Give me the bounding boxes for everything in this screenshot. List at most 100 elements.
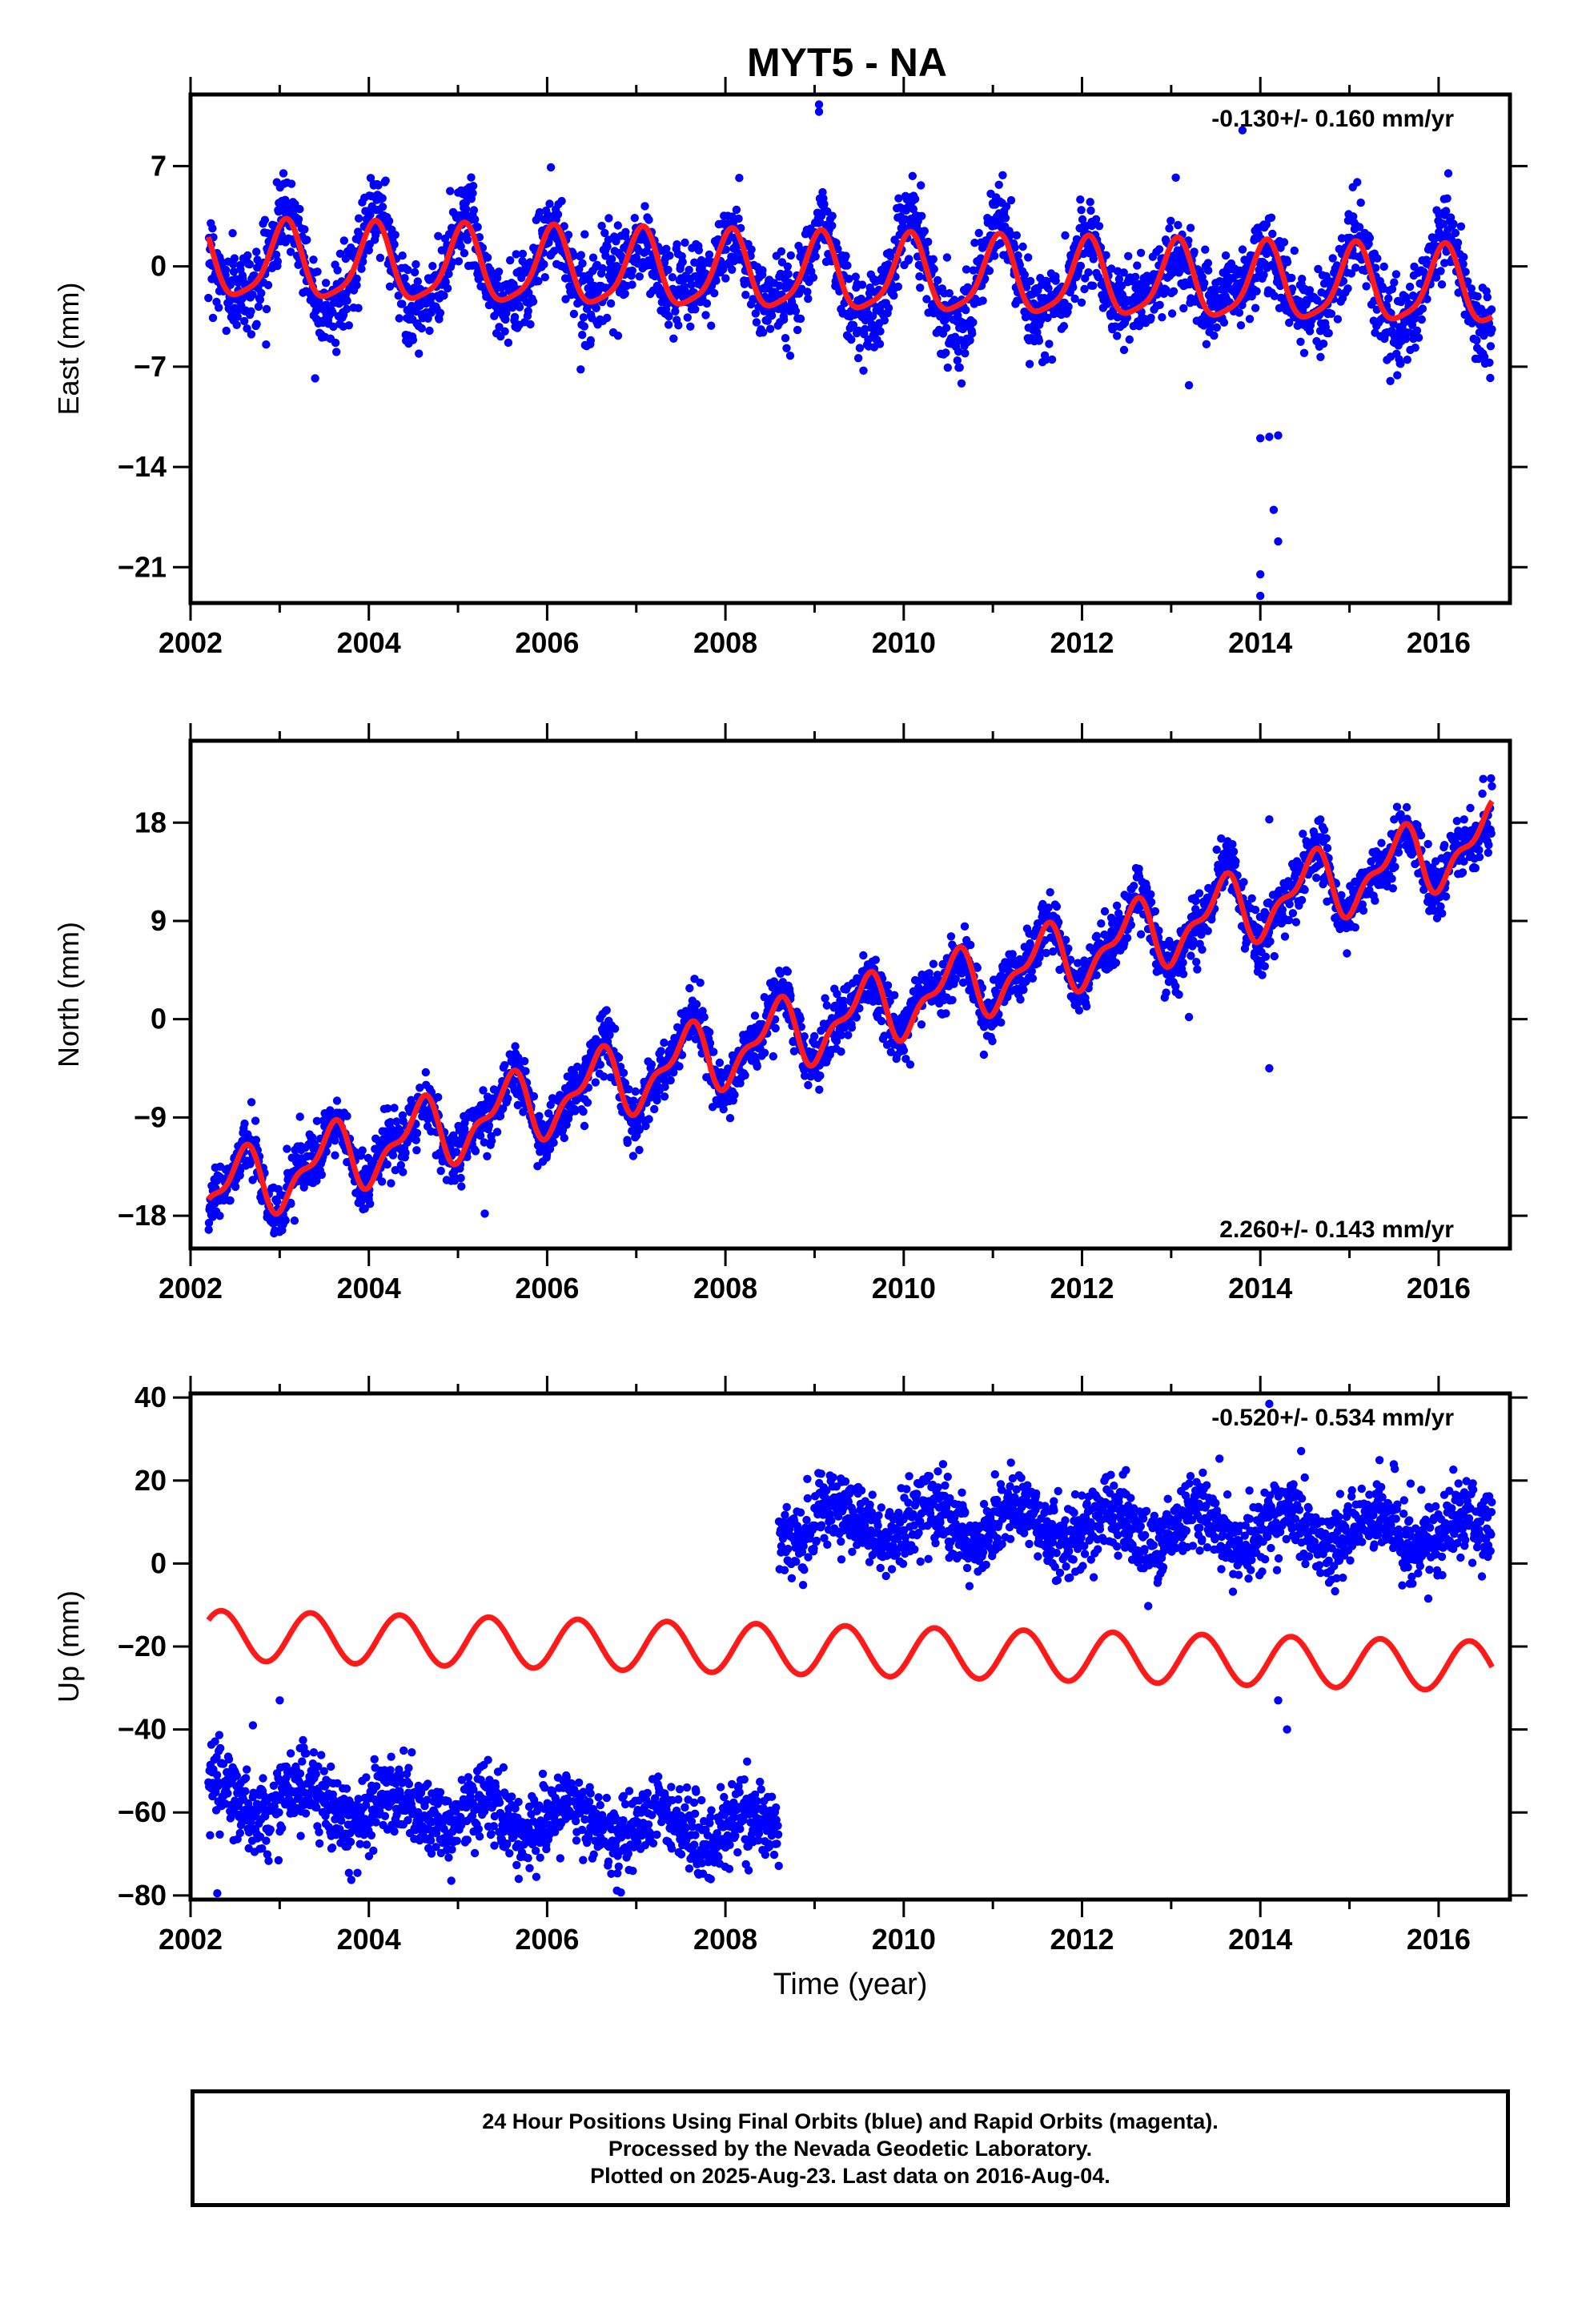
data-point xyxy=(990,251,999,260)
data-point xyxy=(1111,959,1121,967)
data-point xyxy=(1012,231,1022,240)
data-point xyxy=(1449,219,1458,228)
data-point xyxy=(1203,259,1213,267)
data-point xyxy=(620,289,629,298)
data-point xyxy=(796,314,805,324)
data-point xyxy=(469,206,479,215)
data-point xyxy=(847,335,856,344)
data-point xyxy=(1010,243,1019,252)
data-point xyxy=(287,1200,295,1208)
data-point xyxy=(665,312,673,321)
data-point xyxy=(1443,169,1453,178)
data-point xyxy=(247,330,256,339)
data-point xyxy=(1043,313,1052,323)
data-point xyxy=(945,289,954,298)
data-point xyxy=(1287,273,1296,283)
data-point xyxy=(925,969,934,978)
data-point xyxy=(797,1023,805,1031)
data-point xyxy=(1169,287,1178,296)
data-point xyxy=(598,263,607,273)
data-point xyxy=(271,250,281,259)
data-point xyxy=(578,259,587,268)
data-point xyxy=(1298,275,1307,283)
data-point xyxy=(1386,376,1395,385)
data-point xyxy=(333,266,342,275)
data-point xyxy=(529,1092,539,1101)
data-point xyxy=(839,996,849,1006)
data-point xyxy=(588,253,598,262)
data-point xyxy=(845,275,853,283)
data-point xyxy=(583,1098,592,1108)
data-point xyxy=(1102,251,1110,259)
data-point xyxy=(877,1016,886,1026)
data-point xyxy=(1174,220,1182,230)
data-point xyxy=(701,311,710,320)
data-point xyxy=(208,224,217,233)
data-point xyxy=(463,235,472,244)
y-tick-label: −21 xyxy=(118,550,167,583)
data-point xyxy=(500,1061,509,1070)
y-tick-label: 7 xyxy=(151,149,167,182)
data-point xyxy=(300,225,309,234)
data-point xyxy=(254,302,263,312)
data-point xyxy=(253,255,262,264)
data-point xyxy=(606,299,616,308)
data-point xyxy=(859,951,868,960)
data-point xyxy=(734,214,743,223)
data-point xyxy=(942,324,951,332)
data-point xyxy=(413,277,422,286)
data-point xyxy=(777,247,786,256)
data-point xyxy=(619,1068,628,1078)
data-point xyxy=(635,1145,644,1155)
data-point xyxy=(1212,323,1222,332)
data-point xyxy=(332,1096,342,1105)
data-point xyxy=(395,314,404,323)
data-point xyxy=(1003,992,1012,1002)
data-point xyxy=(240,1119,249,1128)
data-point xyxy=(1130,882,1138,891)
data-point xyxy=(1112,901,1122,911)
data-point xyxy=(586,336,595,345)
data-point xyxy=(832,1036,841,1046)
data-point xyxy=(644,215,653,224)
data-point xyxy=(262,304,271,314)
data-point xyxy=(1238,245,1247,254)
data-point xyxy=(1020,270,1030,279)
data-point xyxy=(621,227,630,236)
data-point xyxy=(628,266,636,275)
data-point xyxy=(456,1173,465,1183)
data-point xyxy=(604,214,613,223)
data-point xyxy=(985,266,994,275)
data-point xyxy=(1061,231,1070,240)
data-point xyxy=(354,214,363,223)
data-point xyxy=(1480,352,1489,361)
data-point xyxy=(1252,287,1261,296)
data-point xyxy=(612,237,620,246)
data-point xyxy=(783,967,792,976)
data-point xyxy=(1077,206,1086,215)
data-point xyxy=(1100,907,1110,916)
data-point xyxy=(752,318,761,327)
y-tick-label: −7 xyxy=(134,350,167,383)
data-point xyxy=(924,237,933,247)
data-point xyxy=(1049,947,1058,956)
data-point xyxy=(916,283,925,292)
data-point xyxy=(252,320,261,328)
data-point xyxy=(366,1200,375,1208)
data-point xyxy=(946,932,956,941)
data-point xyxy=(526,320,535,329)
data-point xyxy=(335,249,345,258)
data-point xyxy=(753,1062,761,1072)
data-point xyxy=(926,975,936,984)
data-point xyxy=(771,287,780,296)
data-point xyxy=(283,1144,291,1153)
data-point xyxy=(1077,298,1086,307)
data-point xyxy=(1219,318,1229,327)
data-point xyxy=(1285,318,1294,328)
data-point xyxy=(700,1012,709,1022)
data-point xyxy=(460,1124,469,1133)
data-point-outlier xyxy=(1269,505,1279,514)
data-point xyxy=(1483,292,1492,302)
data-point xyxy=(641,1121,650,1131)
data-point xyxy=(412,1136,420,1144)
